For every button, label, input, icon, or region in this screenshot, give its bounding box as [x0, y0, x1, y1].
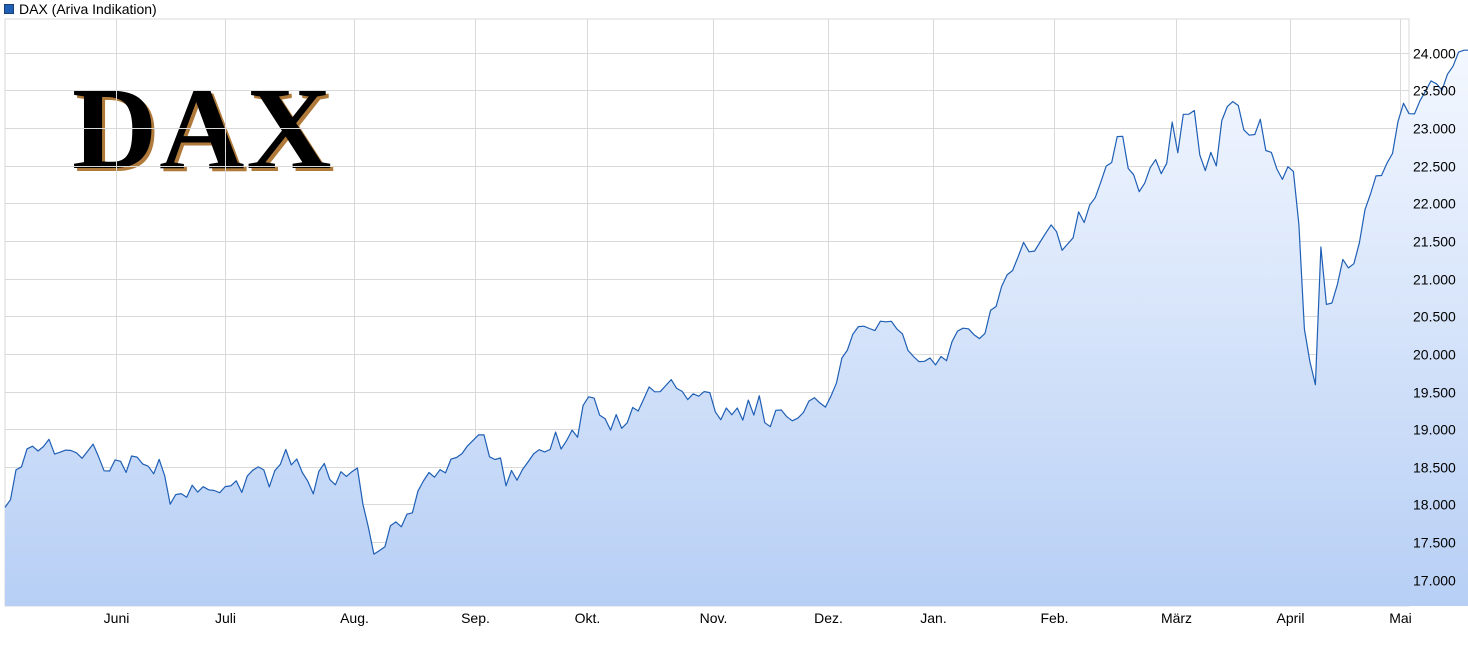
- series-line: [4, 49, 1468, 555]
- area-layer: [4, 49, 1468, 606]
- y-tick-label: 20.500: [1413, 309, 1456, 325]
- y-tick-label: 20.000: [1413, 347, 1456, 363]
- legend-swatch: [4, 4, 14, 14]
- y-tick-label: 23.000: [1413, 121, 1456, 137]
- y-tick-label: 21.500: [1413, 234, 1456, 250]
- y-tick-label: 21.000: [1413, 272, 1456, 288]
- x-tick-label: Juni: [104, 610, 130, 626]
- x-tick-label: Nov.: [700, 610, 728, 626]
- x-tick-label: Mai: [1389, 610, 1412, 626]
- x-tick-label: Jan.: [920, 610, 946, 626]
- legend: DAX (Ariva Indikation): [4, 1, 157, 17]
- x-tick-label: Sep.: [461, 610, 490, 626]
- y-tick-label: 22.000: [1413, 196, 1456, 212]
- axis-layer: 17.000 17.500 18.000 18.500 19.000 19.500 20.0…: [104, 46, 1456, 627]
- x-tick-label: Feb.: [1040, 610, 1068, 626]
- y-tick-label: 17.500: [1413, 535, 1456, 551]
- y-tick-label: 17.000: [1413, 573, 1456, 589]
- y-tick-label: 22.500: [1413, 159, 1456, 175]
- y-tick-label: 19.500: [1413, 385, 1456, 401]
- series-area-fill: [5, 50, 1468, 606]
- y-tick-label: 23.500: [1413, 83, 1456, 99]
- x-tick-label: Aug.: [340, 610, 369, 626]
- y-tick-label: 24.000: [1413, 46, 1456, 62]
- y-tick-label: 18.500: [1413, 460, 1456, 476]
- x-tick-label: Okt.: [575, 610, 601, 626]
- y-tick-label: 18.000: [1413, 497, 1456, 513]
- y-tick-label: 19.000: [1413, 422, 1456, 438]
- x-tick-label: April: [1276, 610, 1304, 626]
- legend-label: DAX (Ariva Indikation): [19, 1, 157, 17]
- x-tick-label: März: [1161, 610, 1192, 626]
- x-tick-label: Dez.: [814, 610, 843, 626]
- x-tick-label: Juli: [215, 610, 236, 626]
